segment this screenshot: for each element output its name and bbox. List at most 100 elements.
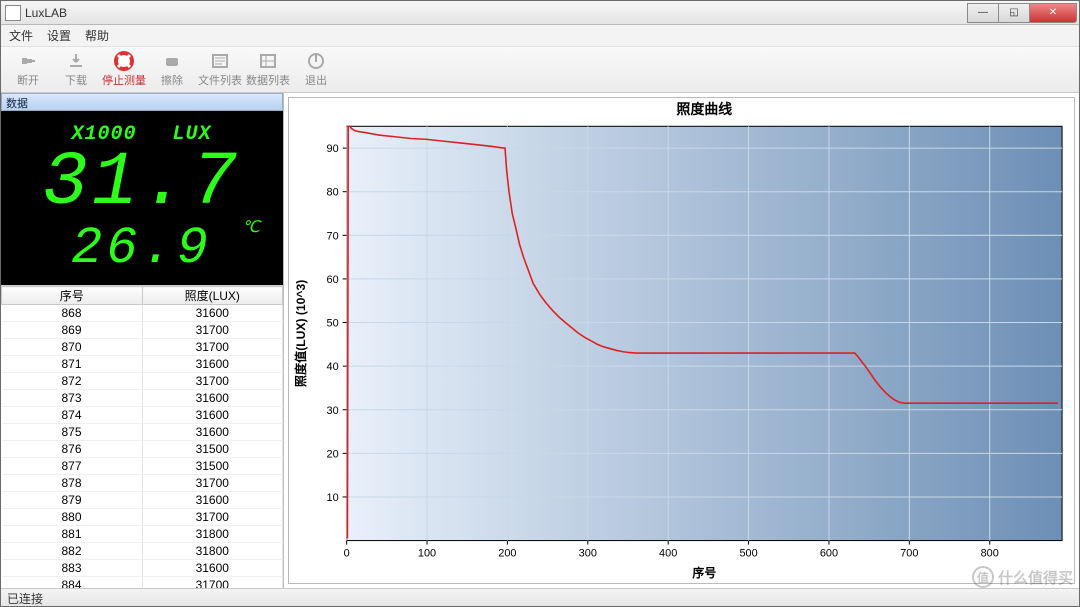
cell-lux: 31700 [142,577,283,589]
tool-data-list[interactable]: 数据列表 [245,49,291,91]
table-row[interactable]: 88031700 [2,509,283,526]
table-row[interactable]: 88131800 [2,526,283,543]
cell-index: 883 [2,560,143,577]
data-table[interactable]: 序号 照度(LUX) 86831600869317008703170087131… [1,286,283,588]
cell-lux: 31600 [142,424,283,441]
app-window: LuxLAB — ◱ ✕ 文件 设置 帮助 断开 下载 停止测量 擦除 [0,0,1080,607]
menu-settings[interactable]: 设置 [47,27,71,44]
table-row[interactable]: 87331600 [2,390,283,407]
title-bar: LuxLAB — ◱ ✕ [1,1,1079,25]
table-row[interactable]: 87031700 [2,339,283,356]
svg-text:0: 0 [344,548,350,560]
close-button[interactable]: ✕ [1029,3,1077,23]
table-row[interactable]: 88331600 [2,560,283,577]
cell-index: 871 [2,356,143,373]
svg-text:照度曲线: 照度曲线 [677,101,733,117]
tool-file-list[interactable]: 文件列表 [197,49,243,91]
svg-text:30: 30 [327,405,339,417]
status-bar: 已连接 [1,588,1079,606]
col-lux[interactable]: 照度(LUX) [142,287,283,305]
cell-lux: 31700 [142,475,283,492]
svg-text:80: 80 [327,187,339,199]
cell-lux: 31800 [142,543,283,560]
tool-download[interactable]: 下载 [53,49,99,91]
menu-bar: 文件 设置 帮助 [1,25,1079,47]
cell-index: 873 [2,390,143,407]
cell-lux: 31700 [142,322,283,339]
cell-index: 876 [2,441,143,458]
data-table-wrap: 序号 照度(LUX) 86831600869317008703170087131… [1,285,283,588]
cell-lux: 31600 [142,407,283,424]
cell-lux: 31600 [142,560,283,577]
svg-text:400: 400 [659,548,677,560]
cell-index: 869 [2,322,143,339]
table-row[interactable]: 87531600 [2,424,283,441]
cell-lux: 31600 [142,390,283,407]
table-row[interactable]: 87631500 [2,441,283,458]
cell-lux: 31700 [142,509,283,526]
cell-index: 875 [2,424,143,441]
minimize-button[interactable]: — [967,3,999,23]
lcd-temp-value: 26.9 [1,223,282,275]
exit-icon [305,51,327,71]
svg-text:500: 500 [739,548,757,560]
svg-text:20: 20 [327,448,339,460]
cell-index: 870 [2,339,143,356]
svg-text:照度值(LUX) (10^3): 照度值(LUX) (10^3) [293,280,308,387]
cell-lux: 31600 [142,305,283,322]
svg-text:90: 90 [327,143,339,155]
cell-index: 877 [2,458,143,475]
table-row[interactable]: 87431600 [2,407,283,424]
data-panel-header: 数据 [1,93,283,111]
lifebuoy-icon [113,51,135,71]
table-row[interactable]: 87831700 [2,475,283,492]
svg-text:50: 50 [327,317,339,329]
svg-text:40: 40 [327,361,339,373]
cell-lux: 31500 [142,458,283,475]
col-index[interactable]: 序号 [2,287,143,305]
svg-text:60: 60 [327,274,339,286]
table-row[interactable]: 86931700 [2,322,283,339]
menu-file[interactable]: 文件 [9,27,33,44]
table-row[interactable]: 88431700 [2,577,283,589]
lcd-lux-value: 31.7 [1,145,282,221]
tool-erase[interactable]: 擦除 [149,49,195,91]
cell-index: 868 [2,305,143,322]
svg-text:700: 700 [900,548,918,560]
table-row[interactable]: 87231700 [2,373,283,390]
cell-index: 884 [2,577,143,589]
eraser-icon [161,51,183,71]
app-icon [5,5,21,21]
cell-index: 872 [2,373,143,390]
menu-help[interactable]: 帮助 [85,27,109,44]
cell-index: 881 [2,526,143,543]
main-split: 数据 X1000 LUX 31.7 ℃ 26.9 序号 照度(LUX) [1,93,1079,588]
tool-bar: 断开 下载 停止测量 擦除 文件列表 数据列表 退出 [1,47,1079,93]
svg-text:10: 10 [327,492,339,504]
svg-text:600: 600 [820,548,838,560]
svg-text:100: 100 [418,548,436,560]
download-icon [65,51,87,71]
table-row[interactable]: 88231800 [2,543,283,560]
table-row[interactable]: 87931600 [2,492,283,509]
table-row[interactable]: 87731500 [2,458,283,475]
cell-lux: 31500 [142,441,283,458]
data-list-icon [257,51,279,71]
chart-area: 0100200300400500600700800102030405060708… [288,97,1075,584]
tool-disconnect[interactable]: 断开 [5,49,51,91]
left-panel: 数据 X1000 LUX 31.7 ℃ 26.9 序号 照度(LUX) [1,93,284,588]
svg-text:70: 70 [327,230,339,242]
cell-lux: 31700 [142,339,283,356]
cell-lux: 31600 [142,356,283,373]
cell-index: 878 [2,475,143,492]
maximize-button[interactable]: ◱ [998,3,1030,23]
lcd-display: X1000 LUX 31.7 ℃ 26.9 [1,111,283,285]
tool-stop-measure[interactable]: 停止测量 [101,49,147,91]
table-row[interactable]: 86831600 [2,305,283,322]
file-list-icon [209,51,231,71]
tool-exit[interactable]: 退出 [293,49,339,91]
status-text: 已连接 [7,592,43,606]
svg-text:800: 800 [981,548,999,560]
table-row[interactable]: 87131600 [2,356,283,373]
cell-index: 874 [2,407,143,424]
